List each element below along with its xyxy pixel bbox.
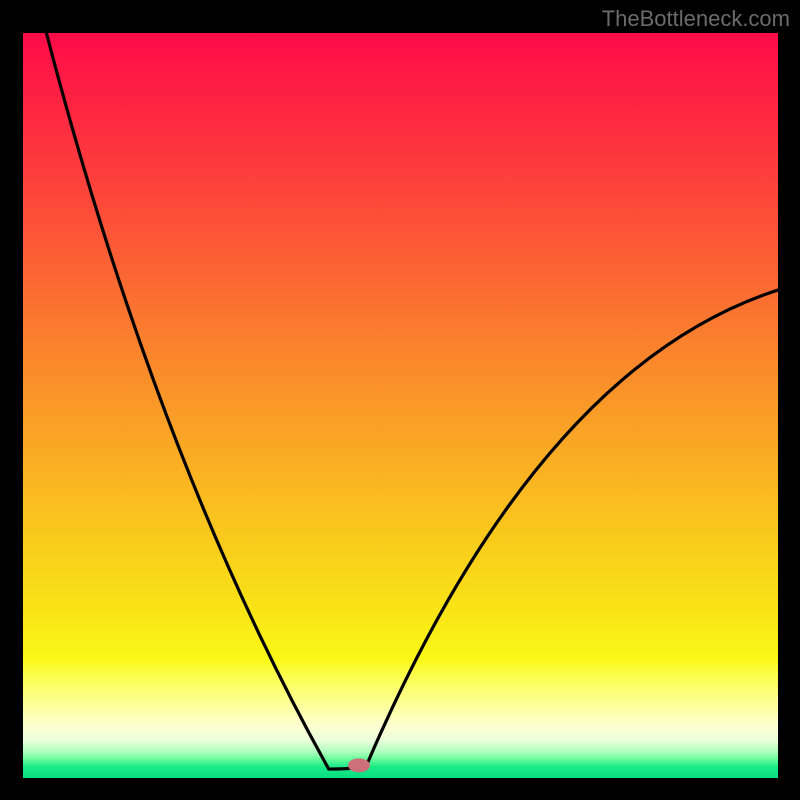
bottleneck-chart [0,0,800,800]
optimal-point-marker [348,758,370,772]
gradient-background [23,33,778,778]
watermark-text: TheBottleneck.com [602,6,790,32]
